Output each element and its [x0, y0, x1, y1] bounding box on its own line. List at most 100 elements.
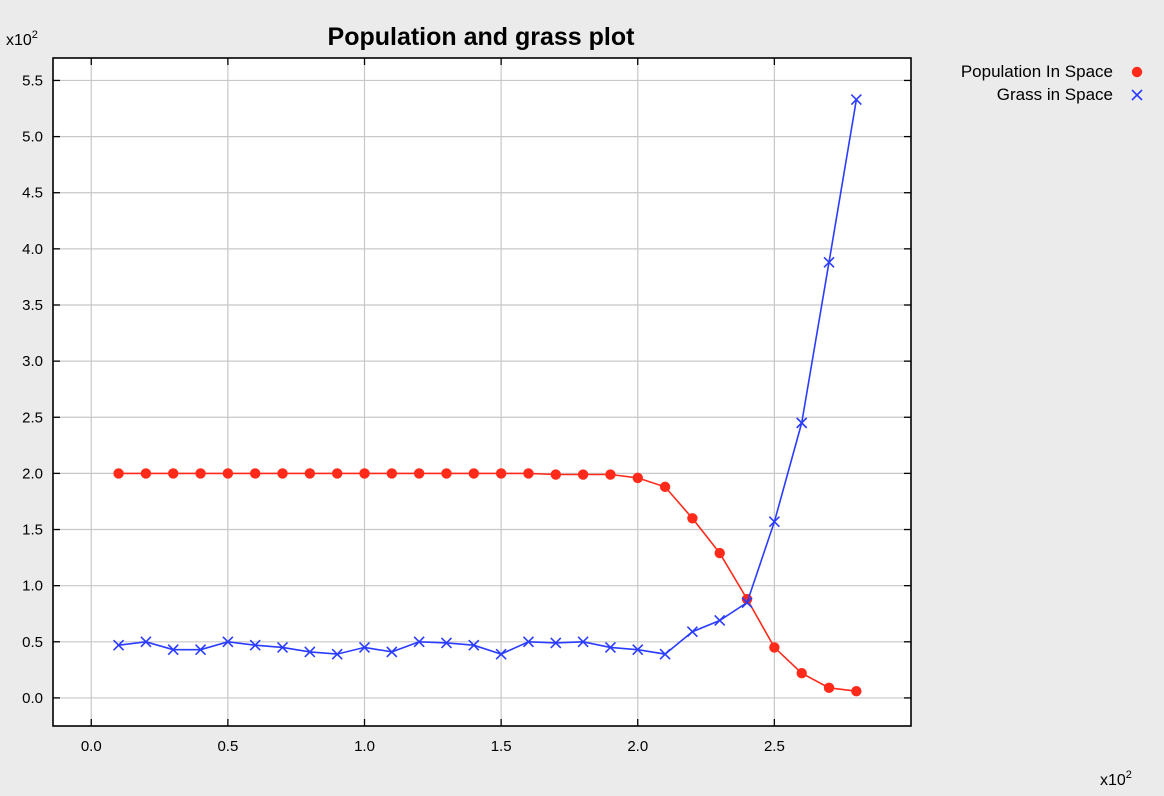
marker-stroke — [1131, 89, 1143, 101]
x-tick-label: 1.5 — [491, 738, 512, 755]
data-point-grass-in-space — [823, 256, 835, 268]
marker-stroke — [413, 636, 425, 648]
marker-stroke — [577, 636, 589, 648]
data-point-population-in-space — [523, 468, 534, 479]
y-tick-label: 1.5 — [22, 522, 43, 539]
marker-stroke — [113, 639, 125, 651]
data-point-population-in-space — [769, 642, 780, 653]
marker-stroke — [140, 636, 152, 648]
y-tick-label: 3.5 — [22, 297, 43, 314]
y-tick-label: 2.0 — [22, 465, 43, 482]
x-tick-label: 1.0 — [354, 738, 375, 755]
marker-stroke — [850, 93, 862, 106]
marker-stroke — [440, 637, 453, 649]
data-point-population-in-space — [632, 472, 643, 484]
y-tick-label: 0.5 — [22, 634, 43, 651]
data-point-grass-in-space — [604, 641, 616, 653]
marker-stroke — [522, 636, 535, 648]
data-point-population-in-space — [250, 468, 261, 479]
data-point-grass-in-space — [276, 641, 289, 653]
data-point-population-in-space — [659, 481, 671, 493]
data-point-grass-in-space — [768, 516, 780, 528]
y-tick-label: 5.0 — [22, 129, 43, 146]
marker-stroke — [331, 648, 343, 660]
plot-area: 0.0 0.5 1.0 1.5 2.0 2.5 0.0 0.5 1.0 1.5 2.0 2.5 3.0 3… — [22, 57, 912, 755]
series-grass-in-space — [113, 93, 862, 660]
marker-stroke — [386, 646, 398, 658]
data-point-population-in-space — [441, 468, 452, 479]
data-point-population-in-space — [468, 468, 480, 479]
y-tick-label: 4.5 — [22, 185, 43, 202]
plot-frame — [52, 57, 912, 727]
marker-stroke — [768, 516, 780, 528]
marker-stroke — [632, 644, 644, 656]
x-tick-label: 0.0 — [81, 738, 102, 755]
plot-background — [53, 58, 911, 726]
marker-stroke — [550, 637, 562, 649]
y-tick-label: 4.0 — [22, 241, 43, 258]
data-point-population-in-space — [222, 468, 234, 479]
data-point-grass-in-space — [249, 639, 261, 651]
series-line-population-in-space — [118, 472, 857, 692]
marker-stroke — [741, 596, 753, 609]
data-point-population-in-space — [304, 468, 316, 479]
data-point-grass-in-space — [714, 614, 726, 627]
data-point-grass-in-space — [850, 93, 862, 106]
y-tick-label: 2.5 — [22, 409, 43, 426]
legend: Population In Space Grass in Space — [961, 62, 1143, 104]
data-point-grass-in-space — [468, 639, 480, 651]
data-point-grass-in-space — [167, 644, 179, 656]
data-point-grass-in-space — [659, 648, 671, 660]
data-point-grass-in-space — [577, 636, 589, 648]
y-multiplier-exponent: 2 — [32, 29, 38, 41]
data-point-population-in-space — [687, 513, 698, 524]
series-population-in-space — [113, 468, 862, 697]
data-point-population-in-space — [577, 469, 589, 480]
data-point-grass-in-space — [222, 636, 234, 648]
data-point-population-in-space — [823, 682, 835, 694]
data-point-population-in-space — [413, 468, 425, 479]
y-multiplier-base: x10 — [6, 32, 32, 49]
marker-stroke — [358, 641, 371, 653]
marker-stroke — [604, 641, 616, 653]
marker-stroke — [167, 644, 179, 656]
y-tick-label: 5.5 — [22, 72, 43, 89]
data-point-grass-in-space — [304, 646, 316, 658]
legend-marker-grass-in-space — [1131, 89, 1143, 101]
marker-stroke — [222, 636, 234, 648]
x-tick-label: 0.5 — [217, 738, 238, 755]
marker-stroke — [796, 417, 808, 429]
data-point-grass-in-space — [194, 644, 207, 656]
data-point-population-in-space — [386, 468, 398, 479]
y-axis-multiplier: x102 — [6, 29, 38, 49]
marker-stroke — [249, 639, 261, 651]
chart-title: Population and grass plot — [328, 23, 636, 51]
data-point-grass-in-space — [358, 641, 371, 653]
data-point-population-in-space — [550, 469, 561, 480]
data-point-population-in-space — [851, 685, 862, 697]
legend-label-population-in-space: Population In Space — [961, 62, 1113, 81]
x-tick-label: 2.5 — [764, 738, 785, 755]
x-tick-label: 2.0 — [627, 738, 648, 755]
x-multiplier-exponent: 2 — [1126, 769, 1132, 781]
series-line-grass-in-space — [118, 99, 858, 655]
data-point-grass-in-space — [550, 637, 562, 649]
data-point-population-in-space — [495, 468, 507, 479]
marker-stroke — [823, 256, 835, 268]
data-point-grass-in-space — [495, 648, 507, 660]
data-point-grass-in-space — [113, 639, 125, 651]
marker-stroke — [304, 646, 316, 658]
data-point-grass-in-space — [632, 644, 644, 656]
marker-stroke — [714, 614, 726, 627]
marker-stroke — [686, 626, 698, 638]
data-point-population-in-space — [195, 468, 206, 479]
legend-marker-population-in-space — [1131, 66, 1143, 78]
marker-stroke — [495, 648, 507, 660]
data-point-grass-in-space — [796, 417, 808, 429]
data-point-population-in-space — [277, 468, 288, 479]
data-point-grass-in-space — [331, 648, 343, 660]
data-point-grass-in-space — [741, 596, 753, 609]
y-tick-label: 0.0 — [22, 690, 43, 707]
